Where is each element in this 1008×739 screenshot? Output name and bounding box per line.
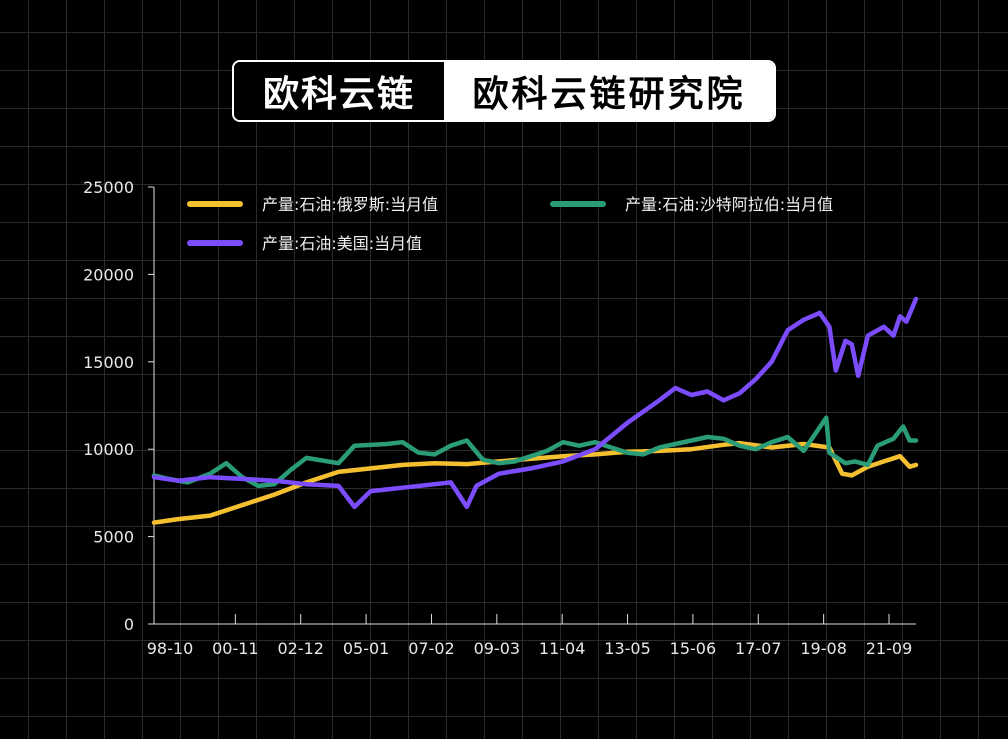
legend-label-0: 产量:石油:俄罗斯:当月值	[262, 195, 438, 214]
brand-logo-text: 欧科云链	[234, 62, 444, 120]
y-axis-ticks: 0 5000 10000 15000 20000 25000	[83, 178, 154, 634]
series-line-2	[151, 296, 919, 510]
legend-label-2: 产量:石油:美国:当月值	[262, 234, 422, 253]
x-tick-label: 11-04	[539, 639, 586, 658]
brand-institute-text: 欧科云链研究院	[444, 62, 774, 120]
x-tick-label: 13-05	[604, 639, 651, 658]
x-tick-label: 15-06	[670, 639, 717, 658]
y-tick-label: 5000	[93, 528, 134, 547]
y-tick-label: 25000	[83, 178, 134, 197]
x-tick-label: 02-12	[277, 639, 324, 658]
legend-label-1: 产量:石油:沙特阿拉伯:当月值	[625, 195, 833, 214]
x-tick-label: 19-08	[800, 639, 847, 658]
x-axis-ticks: 98-10 00-11 02-12 05-01 07-02 09-03 11-04 13-05…	[147, 614, 913, 658]
x-tick-label: 98-10	[147, 639, 194, 658]
series-lines	[151, 296, 919, 525]
series-line-1	[151, 415, 919, 489]
x-tick-label: 05-01	[343, 639, 390, 658]
y-tick-label: 10000	[83, 440, 134, 459]
x-tick-label: 07-02	[408, 639, 455, 658]
x-tick-label: 21-09	[866, 639, 913, 658]
y-tick-label: 15000	[83, 353, 134, 372]
x-tick-label: 09-03	[474, 639, 521, 658]
x-tick-label: 00-11	[212, 639, 259, 658]
x-tick-label: 17-07	[735, 639, 782, 658]
title-banner: 欧科云链 欧科云链研究院	[232, 60, 776, 122]
y-tick-label: 20000	[83, 265, 134, 284]
y-tick-label: 0	[124, 615, 134, 634]
